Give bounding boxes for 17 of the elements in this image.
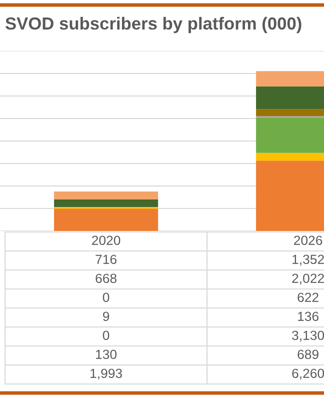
data-label: 0 — [102, 330, 110, 340]
data-label: 9 — [102, 312, 110, 322]
data-label: 136 — [298, 312, 318, 322]
data-label: 0 — [102, 292, 110, 302]
data-label: 689 — [298, 350, 318, 360]
data-label: 130 — [96, 350, 117, 360]
data-label: 716 — [96, 254, 116, 264]
data-label: 668 — [96, 274, 116, 284]
data-label: 1,352 — [292, 254, 324, 266]
x-tick-label: 2026 — [294, 236, 322, 246]
data-label: 6,260 — [292, 368, 324, 380]
data-label: 2,022 — [292, 274, 324, 285]
data-label: 3,130 — [292, 330, 324, 342]
x-tick-label: 2020 — [92, 236, 120, 246]
chart-title: SVOD subscribers by platform (000) — [6, 16, 302, 34]
data-label: 1,993 — [90, 368, 122, 380]
data-label: 622 — [298, 292, 318, 302]
